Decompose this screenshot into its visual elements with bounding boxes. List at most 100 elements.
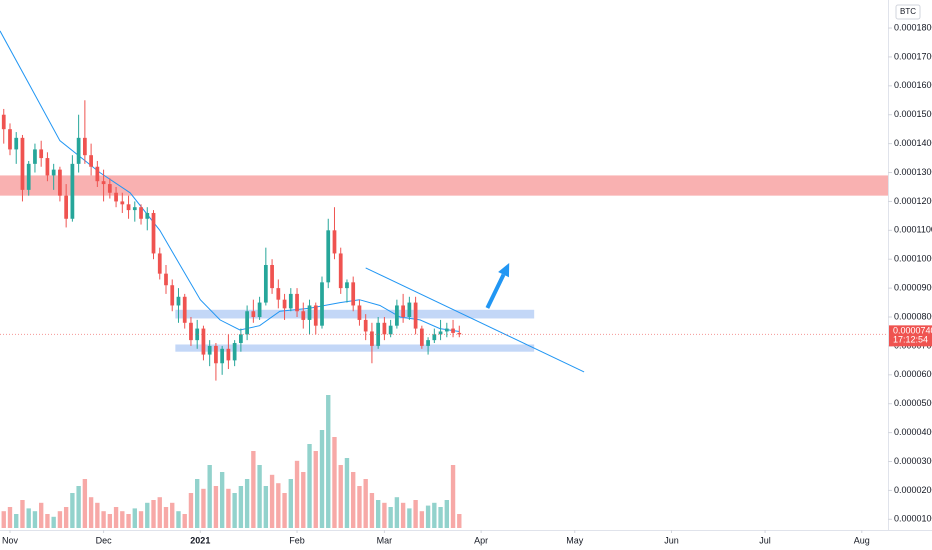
volume-bar [394,497,400,528]
volume-bar [226,488,231,528]
volume-bar [107,514,113,528]
candle-body [226,348,231,361]
candle-body [282,299,287,309]
candle-body [438,331,443,335]
volume-bar [369,493,375,528]
x-tick-label: Apr [474,535,488,545]
candle-body [8,129,12,150]
candle-body [301,311,306,320]
volume-bar [57,511,63,528]
volume-bar [232,493,237,528]
candle-body [270,265,274,289]
candle-body [263,265,268,303]
volume-bar [70,493,75,528]
candle-body [363,319,368,332]
volume-bar [213,486,219,528]
volume-bar [126,514,131,528]
volume-bar [32,511,38,528]
volume-bar [120,511,125,528]
candle-body [345,282,349,289]
last-price-label: 0.0000740 [893,326,932,336]
candle-body [276,288,281,300]
volume-bar [39,502,44,528]
volume-bar [26,508,31,528]
volume-bar [263,486,269,528]
candle-body [370,331,374,346]
volume-bar [151,500,156,528]
symbol-badge[interactable] [895,4,921,20]
candle-body [413,302,418,329]
candle-body [89,155,93,167]
candle-body [320,282,324,326]
candle-body [170,285,175,306]
candle-body [139,207,143,219]
candle-body [126,204,131,211]
candle-body [145,212,150,219]
volume-bar [276,483,281,528]
x-tick-label: May [566,535,584,545]
candle-body [45,158,50,176]
volume-bar [101,511,106,528]
volume-bar [382,502,387,528]
candle-body [451,328,455,333]
volume-bar [219,472,225,528]
x-tick-label: Jun [664,535,679,545]
volume-bar [238,486,244,528]
volume-bar [407,508,412,528]
volume-bar [132,508,137,528]
volume-bar [282,493,287,528]
volume-bar [363,479,368,528]
countdown: 17:12:54 [893,335,928,345]
candle-body [26,163,31,190]
symbol: BTC [900,7,916,16]
candle-body [457,332,462,335]
volume-bar [450,465,456,528]
candle-body [157,253,162,274]
trendline [365,267,585,373]
volume-bar [20,500,25,528]
volume-bar [326,395,331,528]
candle-body [101,181,106,185]
volume-bar [313,451,318,528]
x-tick-label: Dec [96,535,113,545]
volume-bar [269,474,275,528]
candle-body [82,137,87,156]
candle-body [182,296,187,323]
volume-bar [1,511,6,528]
volume-bar [157,497,162,528]
candle-body [432,334,437,341]
y-tick-label: 0.0001100 [894,225,932,235]
candle-body [357,305,362,320]
volume-bar [251,451,256,528]
volume-bar [113,507,119,528]
candle-body [14,137,19,150]
volume-bar [14,514,19,528]
volume-bar [375,500,381,528]
candle-body [332,230,337,254]
range-box [175,309,535,319]
candle-body [132,207,137,211]
volume-bar [357,486,362,528]
candle-body [207,345,212,355]
volume-bar [51,516,56,528]
volume-bar [7,507,13,528]
arrow-head [498,262,510,278]
last-price-tag [889,325,932,347]
volume-bar [319,430,325,528]
volume-bar [432,502,437,528]
volume-bar [444,500,449,528]
volume-bar [400,502,406,528]
volume-bar [288,479,293,528]
candle-body [164,273,168,286]
candle-body [288,293,293,309]
